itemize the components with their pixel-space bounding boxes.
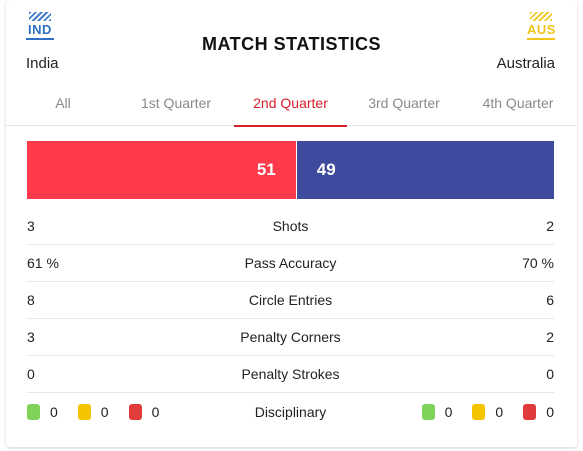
stat-label: Shots xyxy=(272,218,309,234)
home-yellow-count: 0 xyxy=(100,403,109,420)
possession-home: 51 xyxy=(27,141,296,199)
away-value: 6 xyxy=(546,292,554,308)
home-value: 8 xyxy=(27,292,35,308)
away-team-name: Australia xyxy=(496,55,555,72)
australia-flag-icon: AUS xyxy=(527,12,555,42)
tab-2nd-quarter[interactable]: 2nd Quarter xyxy=(234,84,347,127)
possession-home-value: 51 xyxy=(256,160,276,179)
stat-row-penalty-corners: 3 Penalty Corners 2 xyxy=(27,319,554,356)
stat-label: Circle Entries xyxy=(248,292,333,308)
red-card-icon xyxy=(128,403,142,420)
green-card-icon xyxy=(421,403,435,420)
home-green-count: 0 xyxy=(50,403,58,420)
page-title: MATCH STATISTICS xyxy=(202,34,381,54)
away-cards: 0 0 0 xyxy=(421,403,554,420)
possession-away-value: 49 xyxy=(316,160,336,179)
home-team-abbr: IND xyxy=(28,22,52,37)
away-value: 2 xyxy=(546,218,554,234)
stat-row-penalty-strokes: 0 Penalty Strokes 0 xyxy=(27,356,554,393)
green-card-icon xyxy=(27,403,40,420)
home-team: IND India xyxy=(26,12,59,72)
stat-row-shots: 3 Shots 2 xyxy=(27,208,554,245)
stat-row-pass-accuracy: 61 % Pass Accuracy 70 % xyxy=(27,245,554,282)
home-value: 0 xyxy=(27,366,35,382)
india-flag-icon: IND xyxy=(26,12,54,42)
away-value: 0 xyxy=(546,366,554,382)
tab-all[interactable]: All xyxy=(55,95,71,111)
home-red-count: 0 xyxy=(151,403,160,420)
away-team-abbr: AUS xyxy=(527,22,556,37)
home-team-name: India xyxy=(26,55,59,72)
away-value: 70 % xyxy=(522,255,554,271)
tab-3rd-quarter[interactable]: 3rd Quarter xyxy=(368,95,440,111)
away-value: 2 xyxy=(546,329,554,345)
stat-label: Penalty Corners xyxy=(240,329,341,345)
yellow-card-icon xyxy=(77,403,91,420)
possession-bar: 51 49 xyxy=(27,141,554,199)
home-value: 3 xyxy=(27,329,35,345)
away-green-count: 0 xyxy=(444,403,453,420)
away-red-count: 0 xyxy=(546,403,554,420)
match-header: IND India MATCH STATISTICS AUS Australia xyxy=(0,0,583,80)
stat-label: Penalty Strokes xyxy=(241,366,340,382)
yellow-card-icon xyxy=(472,403,486,420)
match-stats-card xyxy=(6,0,577,447)
possession-away: 49 xyxy=(295,141,554,199)
stats-table: 3 Shots 2 61 % Pass Accuracy 70 % 8 Circ… xyxy=(27,208,554,430)
away-team: AUS Australia xyxy=(497,12,555,72)
home-value: 3 xyxy=(27,218,35,234)
stat-row-circle-entries: 8 Circle Entries 6 xyxy=(27,282,554,319)
stat-label: Pass Accuracy xyxy=(244,255,337,271)
away-yellow-count: 0 xyxy=(495,403,504,420)
home-cards: 0 0 0 xyxy=(27,403,160,420)
red-card-icon xyxy=(523,403,537,420)
home-value: 61 % xyxy=(27,255,59,271)
quarter-tabs: All 1st Quarter 2nd Quarter 3rd Quarter … xyxy=(6,84,577,127)
tab-1st-quarter[interactable]: 1st Quarter xyxy=(140,95,212,111)
stat-label: Disciplinary xyxy=(254,403,327,420)
stat-row-disciplinary: 0 0 0 Disciplinary 0 0 0 xyxy=(27,393,554,430)
tab-4th-quarter[interactable]: 4th Quarter xyxy=(482,95,554,111)
